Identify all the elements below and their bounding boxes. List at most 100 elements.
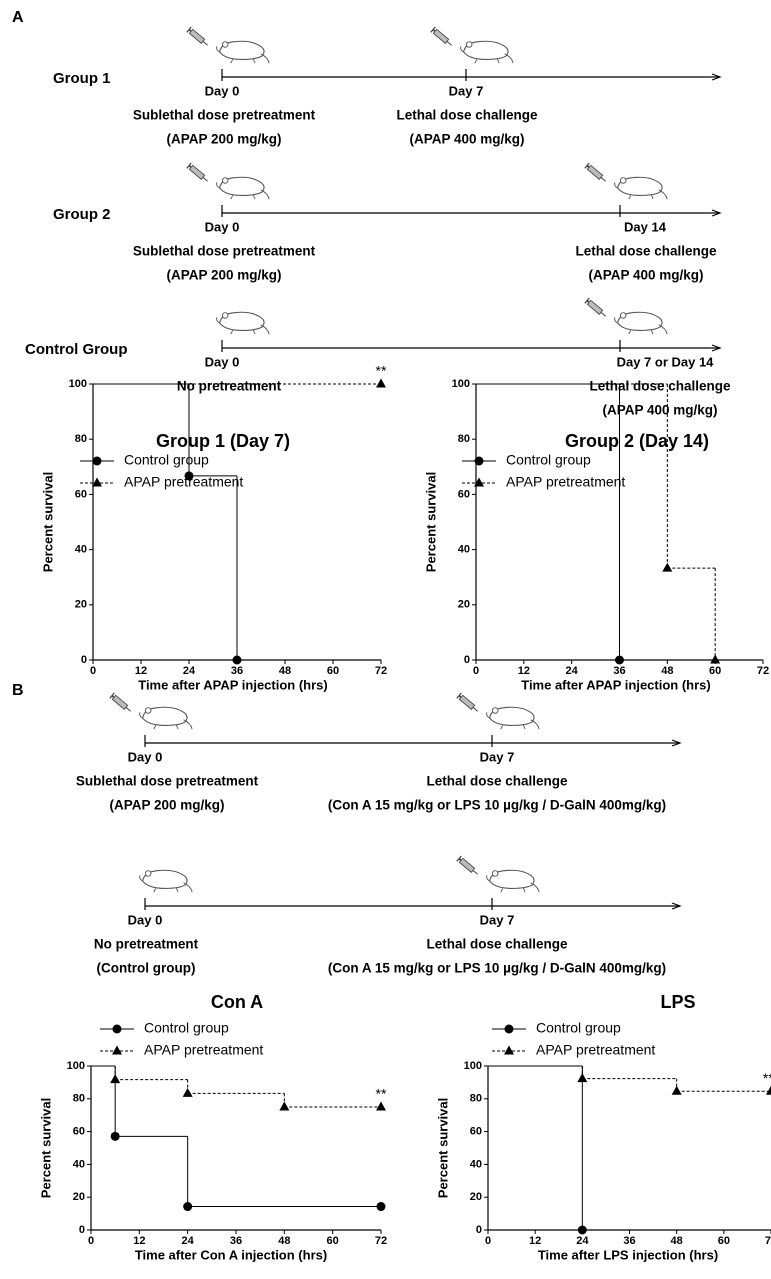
- panel-label: A: [12, 9, 24, 26]
- day-label: Day 7: [480, 912, 515, 927]
- y-axis-label: Percent survival: [435, 1098, 450, 1198]
- x-tick-label: 12: [529, 1235, 541, 1247]
- syringe-icon: [186, 26, 211, 49]
- legend-label: Control group: [506, 452, 591, 468]
- syringe-icon: [584, 162, 609, 185]
- y-tick-label: 40: [458, 544, 470, 556]
- syringe-icon: [456, 692, 481, 715]
- syringe-icon: [584, 297, 609, 320]
- day-label: Day 0: [128, 749, 163, 764]
- x-tick-label: 48: [279, 665, 291, 677]
- significance: **: [376, 363, 387, 379]
- legend-marker: [92, 477, 102, 487]
- x-tick-label: 72: [375, 1235, 387, 1247]
- timeline-note: (Control group): [97, 961, 196, 976]
- y-tick-label: 40: [75, 544, 87, 556]
- y-tick-label: 20: [458, 599, 470, 611]
- legend-label: APAP pretreatment: [506, 474, 625, 490]
- timeline-note: Lethal dose challenge: [396, 108, 538, 123]
- y-tick-label: 20: [73, 1191, 85, 1203]
- x-tick-label: 48: [278, 1235, 290, 1247]
- x-tick-label: 24: [183, 665, 196, 677]
- marker: [110, 1131, 120, 1141]
- panel-label: B: [12, 682, 24, 699]
- arrowhead: [711, 73, 722, 81]
- x-tick-label: 60: [709, 665, 721, 677]
- y-tick-label: 100: [452, 378, 470, 390]
- syringe-icon: [456, 855, 481, 878]
- mouse-icon: [460, 40, 514, 64]
- mouse-icon: [139, 869, 193, 893]
- y-tick-label: 20: [470, 1191, 482, 1203]
- mouse-icon: [216, 176, 270, 200]
- x-tick-label: 36: [623, 1235, 635, 1247]
- marker: [577, 1225, 587, 1235]
- marker: [766, 1085, 771, 1095]
- x-tick-label: 60: [327, 1235, 339, 1247]
- legend-marker: [474, 456, 484, 466]
- x-tick-label: 12: [133, 1235, 145, 1247]
- y-tick-label: 80: [75, 433, 87, 445]
- y-tick-label: 80: [458, 433, 470, 445]
- marker: [232, 655, 242, 665]
- x-tick-label: 24: [576, 1235, 589, 1247]
- marker: [183, 1202, 193, 1212]
- x-tick-label: 48: [661, 665, 673, 677]
- mouse-icon: [216, 311, 270, 335]
- legend-label: APAP pretreatment: [124, 474, 243, 490]
- timeline-note: (APAP 400 mg/kg): [602, 403, 717, 418]
- legend-label: Control group: [144, 1020, 229, 1036]
- y-tick-label: 60: [75, 488, 87, 500]
- day-label: Day 0: [205, 219, 240, 234]
- mouse-icon: [486, 869, 540, 893]
- timeline-note: Lethal dose challenge: [426, 937, 568, 952]
- x-tick-label: 72: [757, 665, 769, 677]
- y-tick-label: 100: [69, 378, 87, 390]
- x-tick-label: 0: [485, 1235, 491, 1247]
- legend-marker: [474, 477, 484, 487]
- marker: [671, 1085, 682, 1095]
- marker: [182, 1087, 193, 1097]
- marker: [279, 1101, 290, 1111]
- y-tick-label: 40: [470, 1158, 482, 1170]
- legend-label: APAP pretreatment: [536, 1042, 655, 1058]
- arrowhead: [711, 209, 722, 217]
- marker: [615, 655, 624, 665]
- day-label: Day 14: [624, 219, 667, 234]
- day-label: Day 0: [205, 354, 240, 369]
- x-tick-label: 0: [88, 1235, 94, 1247]
- x-tick-label: 36: [231, 665, 243, 677]
- y-tick-label: 80: [73, 1093, 85, 1105]
- x-tick-label: 36: [613, 665, 625, 677]
- timeline-note: No pretreatment: [94, 937, 199, 952]
- x-tick-label: 72: [765, 1235, 771, 1247]
- x-tick-label: 12: [518, 665, 530, 677]
- x-tick-label: 24: [566, 665, 579, 677]
- legend-label: Control group: [536, 1020, 621, 1036]
- mouse-icon: [614, 176, 668, 200]
- x-tick-label: 12: [135, 665, 147, 677]
- mouse-icon: [216, 40, 270, 64]
- legend-marker: [112, 1024, 122, 1034]
- x-tick-label: 72: [375, 665, 387, 677]
- chart-title: Group 2 (Day 14): [565, 431, 709, 451]
- significance: ***: [763, 1070, 771, 1086]
- arrowhead: [711, 344, 722, 352]
- arrowhead: [671, 739, 682, 747]
- x-tick-label: 48: [671, 1235, 683, 1247]
- marker: [376, 378, 386, 388]
- x-axis-label: Time after APAP injection (hrs): [521, 677, 711, 692]
- timeline-note: Sublethal dose pretreatment: [133, 244, 316, 259]
- group-label: Group 2: [53, 206, 111, 223]
- timeline-note: (Con A 15 mg/kg or LPS 10 µg/kg / D-GalN…: [328, 961, 666, 976]
- marker: [662, 562, 673, 572]
- x-tick-label: 60: [718, 1235, 730, 1247]
- timeline-note: Lethal dose challenge: [575, 244, 717, 259]
- y-tick-label: 0: [464, 654, 470, 666]
- y-tick-label: 60: [458, 488, 470, 500]
- legend-label: APAP pretreatment: [144, 1042, 263, 1058]
- day-label: Day 0: [128, 912, 163, 927]
- y-tick-label: 0: [81, 654, 87, 666]
- syringe-icon: [430, 26, 455, 49]
